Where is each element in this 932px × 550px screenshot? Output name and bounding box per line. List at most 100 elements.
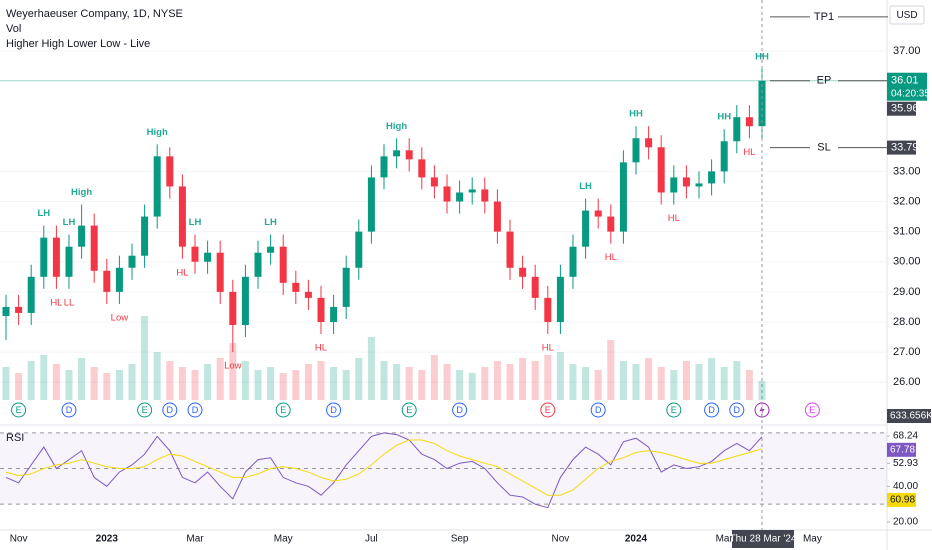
event-icon[interactable] bbox=[11, 402, 27, 418]
volume-bar bbox=[594, 370, 602, 400]
volume-bar bbox=[582, 367, 590, 400]
event-label: E bbox=[671, 405, 677, 415]
volume-bar bbox=[443, 364, 451, 400]
volume-bar bbox=[2, 367, 10, 400]
swing-label: LH bbox=[37, 208, 50, 219]
candle-body bbox=[708, 171, 716, 184]
candle-body bbox=[141, 216, 149, 256]
swing-label: Low bbox=[224, 361, 242, 372]
candle-body bbox=[40, 237, 48, 277]
volume-bar bbox=[695, 364, 703, 400]
rsi-line bbox=[5, 432, 763, 509]
swing-label: HH bbox=[629, 109, 643, 120]
event-icon[interactable] bbox=[729, 402, 745, 418]
event-label: D bbox=[330, 405, 337, 415]
candle-body bbox=[720, 141, 728, 172]
event-icon[interactable] bbox=[137, 402, 153, 418]
volume-bar bbox=[720, 367, 728, 400]
y-tick-label: 33.00 bbox=[893, 165, 921, 177]
indicator-label[interactable]: Vol bbox=[6, 23, 21, 35]
event-label: E bbox=[142, 405, 148, 415]
volume-bar bbox=[267, 367, 275, 400]
volume-bar bbox=[430, 355, 438, 400]
event-icon[interactable] bbox=[401, 402, 417, 418]
currency-button[interactable] bbox=[889, 5, 925, 25]
x-tick-label: Nov bbox=[552, 534, 570, 545]
candle-body bbox=[582, 210, 590, 247]
swing-label: High bbox=[71, 187, 92, 198]
event-icon[interactable] bbox=[187, 402, 203, 418]
volume-bar bbox=[733, 361, 741, 400]
volume-bar bbox=[393, 364, 401, 400]
volume-bar bbox=[178, 367, 186, 400]
volume-bar bbox=[15, 373, 23, 400]
swing-label: HL bbox=[668, 213, 680, 224]
volume-bar bbox=[304, 364, 312, 400]
volume-bar bbox=[758, 380, 766, 400]
volume-bar bbox=[330, 367, 338, 400]
event-label: E bbox=[545, 405, 551, 415]
event-icon[interactable] bbox=[704, 402, 720, 418]
event-label: E bbox=[809, 405, 815, 415]
y-tick-label: 37.00 bbox=[893, 45, 921, 57]
event-icon[interactable] bbox=[326, 402, 342, 418]
y-tick-label: 27.00 bbox=[893, 346, 921, 358]
rsi-tag-label: 60.98 bbox=[890, 495, 915, 506]
volume-bar bbox=[115, 370, 123, 400]
volume-bar bbox=[569, 364, 577, 400]
candle-body bbox=[166, 156, 174, 187]
y-tick-label: 20.00 bbox=[893, 517, 918, 528]
last-price-label: 36.01 bbox=[891, 75, 919, 87]
volume-bar bbox=[254, 370, 262, 400]
candle-body bbox=[52, 237, 60, 277]
event-icon[interactable] bbox=[804, 402, 820, 418]
candle-body bbox=[506, 231, 514, 268]
candle-body bbox=[78, 225, 86, 247]
y-tick-label: 29.00 bbox=[893, 286, 921, 298]
volume-bar bbox=[367, 337, 375, 400]
y-tick-label: 40.00 bbox=[893, 481, 918, 492]
rsi-tag-label: 67.78 bbox=[890, 444, 915, 455]
candle-body bbox=[393, 150, 401, 157]
x-tick-label: May bbox=[274, 534, 293, 545]
event-label: D bbox=[192, 405, 199, 415]
volume-bar bbox=[292, 370, 300, 400]
candle-body bbox=[279, 246, 287, 283]
candle-body bbox=[556, 276, 564, 322]
event-icon[interactable] bbox=[540, 402, 556, 418]
indicator-label[interactable]: Higher High Lower Low - Live bbox=[6, 38, 150, 50]
swing-label: HL bbox=[315, 343, 327, 354]
x-tick-label: 2023 bbox=[96, 534, 119, 545]
candle-body bbox=[330, 306, 338, 322]
volume-bar bbox=[153, 352, 161, 400]
countdown-label: 04:20:35 bbox=[891, 88, 930, 99]
event-icon[interactable] bbox=[666, 402, 682, 418]
event-icon[interactable] bbox=[275, 402, 291, 418]
volume-bar bbox=[279, 373, 287, 400]
price-tag-label: 33.79 bbox=[891, 141, 919, 153]
volume-tag bbox=[887, 409, 931, 423]
candle-body bbox=[342, 267, 350, 307]
candle-body bbox=[418, 159, 426, 178]
x-tick-label: Jul bbox=[365, 534, 378, 545]
swing-label: HL bbox=[743, 147, 755, 158]
event-label: D bbox=[167, 405, 174, 415]
volume-bar bbox=[519, 358, 527, 400]
swing-label: HL bbox=[542, 343, 554, 354]
candle-body bbox=[292, 282, 300, 292]
x-tick-label: Nov bbox=[10, 534, 28, 545]
candle-body bbox=[481, 189, 489, 202]
candle-body bbox=[355, 231, 363, 268]
candle-body bbox=[128, 255, 136, 268]
candle-body bbox=[241, 276, 249, 325]
pane-title: RSI bbox=[6, 432, 24, 444]
event-icon[interactable] bbox=[162, 402, 178, 418]
event-icon[interactable] bbox=[61, 402, 77, 418]
event-icon[interactable] bbox=[452, 402, 468, 418]
event-icon[interactable] bbox=[590, 402, 606, 418]
x-tick-label: May bbox=[803, 534, 822, 545]
currency-label[interactable]: USD bbox=[896, 10, 917, 21]
candle-body bbox=[103, 270, 111, 292]
y-tick-label: 28.00 bbox=[893, 316, 921, 328]
last-price-tag bbox=[887, 72, 927, 101]
